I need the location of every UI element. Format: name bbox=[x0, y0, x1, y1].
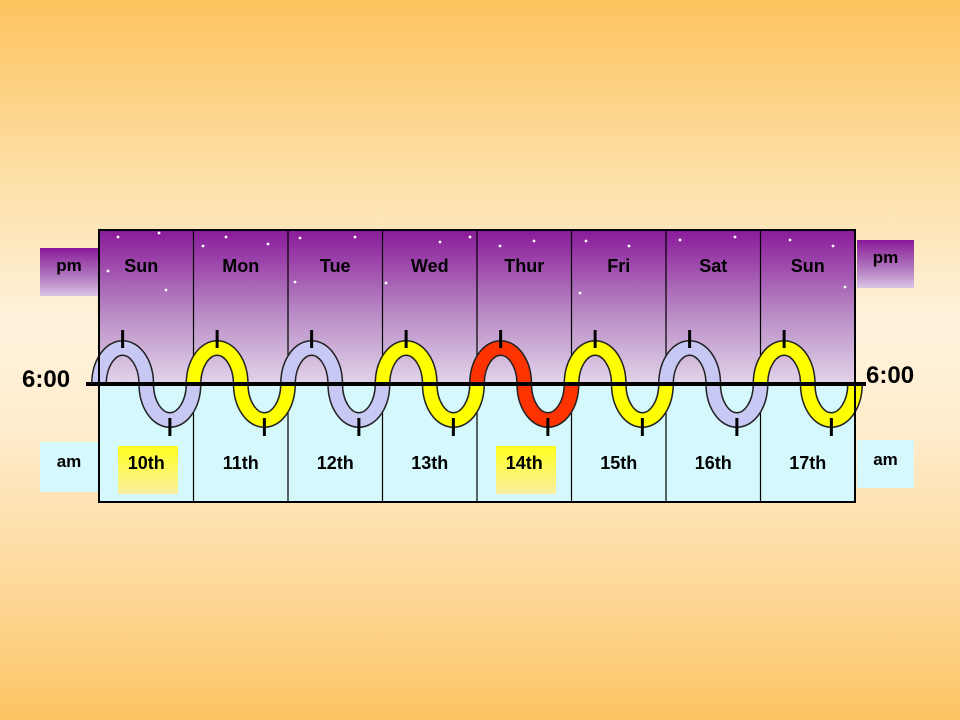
star-dot bbox=[733, 235, 737, 239]
star-dot bbox=[201, 244, 205, 248]
star-dot bbox=[266, 242, 270, 246]
am-label-right: am bbox=[857, 440, 914, 488]
star-dot bbox=[116, 235, 120, 239]
star-dot bbox=[831, 244, 835, 248]
star-dot bbox=[498, 244, 502, 248]
star-dot bbox=[293, 280, 297, 284]
star-dot bbox=[157, 231, 161, 235]
diagram-border bbox=[98, 229, 856, 503]
day-label: Tue bbox=[320, 256, 351, 276]
star-dot bbox=[678, 238, 682, 242]
date-label: 17th bbox=[789, 453, 826, 473]
pm-label-right: pm bbox=[857, 240, 914, 288]
am-text: am bbox=[56, 452, 82, 471]
day-label: Thur bbox=[504, 256, 544, 276]
pm-text: pm bbox=[872, 248, 899, 267]
star-dot bbox=[788, 238, 792, 242]
star-dot bbox=[164, 288, 168, 292]
star-dot bbox=[106, 269, 110, 273]
star-dot bbox=[578, 291, 582, 295]
star-dot bbox=[584, 239, 588, 243]
day-label: Sun bbox=[791, 256, 825, 276]
date-label: 16th bbox=[695, 453, 732, 473]
day-label: Sun bbox=[124, 256, 158, 276]
time-label-left: 6:00 bbox=[22, 366, 71, 393]
day-label: Fri bbox=[607, 256, 630, 276]
time-label-right: 6:00 bbox=[866, 362, 915, 389]
date-label: 11th bbox=[223, 453, 259, 473]
date-label: 12th bbox=[317, 453, 354, 473]
star-dot bbox=[384, 281, 388, 285]
am-text: am bbox=[873, 450, 898, 469]
day-label: Mon bbox=[222, 256, 259, 276]
star-dot bbox=[532, 239, 536, 243]
date-label: 10th bbox=[128, 453, 165, 473]
date-label: 13th bbox=[411, 453, 448, 473]
date-label: 14th bbox=[506, 453, 543, 473]
star-dot bbox=[298, 236, 302, 240]
date-highlight bbox=[118, 446, 178, 494]
date-highlight bbox=[496, 446, 556, 494]
am-label-left: am bbox=[40, 442, 98, 492]
pm-text: pm bbox=[56, 256, 82, 275]
star-dot bbox=[353, 235, 357, 239]
date-label: 15th bbox=[600, 453, 637, 473]
pm-label-left: pm bbox=[40, 248, 98, 296]
star-dot bbox=[438, 240, 442, 244]
day-label: Wed bbox=[411, 256, 449, 276]
star-dot bbox=[843, 285, 847, 289]
star-dot bbox=[627, 244, 631, 248]
star-dot bbox=[224, 235, 228, 239]
star-dot bbox=[468, 235, 472, 239]
day-label: Sat bbox=[699, 256, 727, 276]
